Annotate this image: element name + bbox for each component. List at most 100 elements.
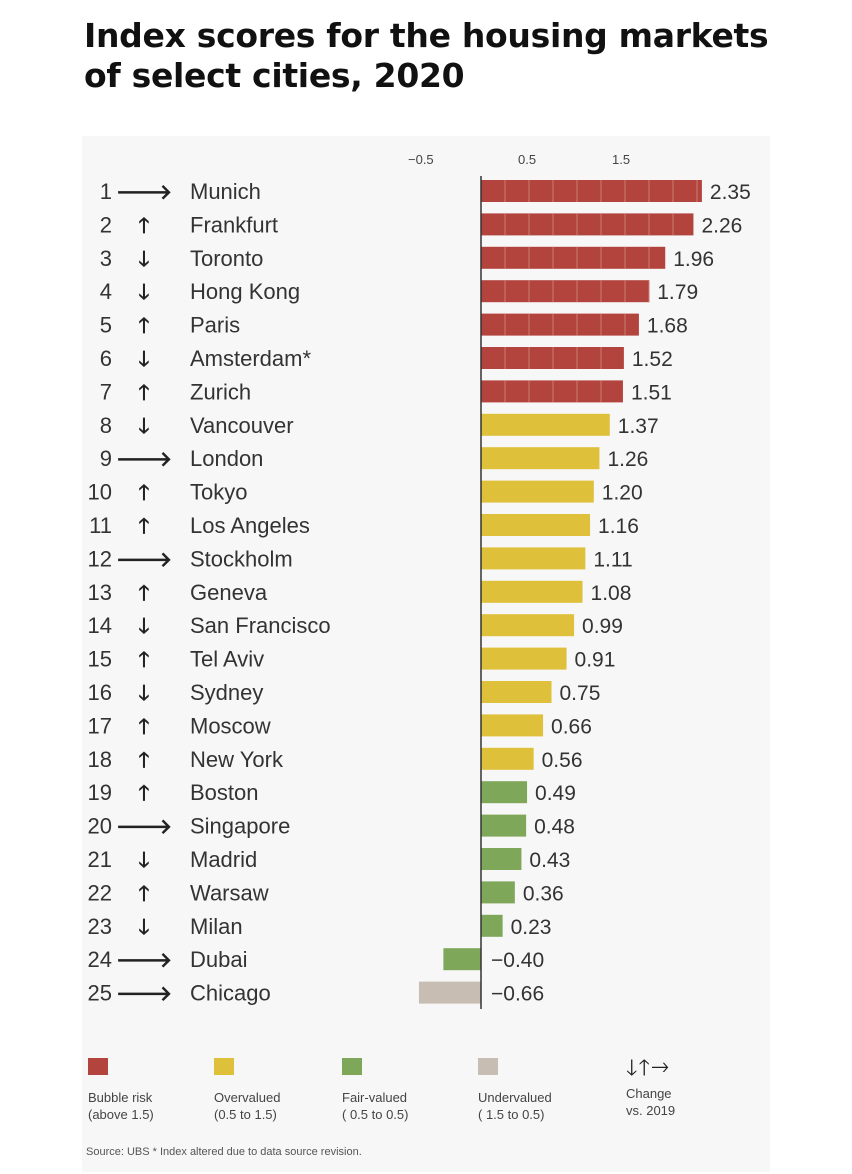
rank-number: 8 (100, 413, 112, 438)
rank-number: 21 (88, 847, 112, 872)
value-label: 0.91 (575, 649, 616, 672)
city-label: Stockholm (190, 546, 293, 571)
city-label: Chicago (190, 981, 271, 1006)
change-down-icon: 🡓 (139, 681, 150, 705)
rank-number: 7 (100, 379, 112, 404)
value-label: 1.08 (591, 582, 632, 605)
x-tick-label: 1.5 (612, 152, 630, 167)
legend-overvalued: Overvalued (0.5 to 1.5) (214, 1058, 280, 1123)
value-label: 1.51 (631, 381, 672, 404)
rank-number: 14 (88, 613, 112, 638)
city-label: Amsterdam* (190, 346, 311, 371)
change-up-icon: 🡑 (139, 380, 150, 404)
bar (481, 580, 583, 603)
change-up-icon: 🡑 (139, 581, 150, 605)
legend-fair: Fair-valued ( 0.5 to 0.5) (342, 1058, 408, 1123)
city-label: Geneva (190, 580, 268, 605)
city-label: Hong Kong (190, 279, 300, 304)
rank-number: 13 (88, 580, 112, 605)
legend-range-bubble: (above 1.5) (88, 1107, 154, 1122)
bar (481, 514, 591, 536)
rank-number: 23 (88, 914, 112, 939)
bar (481, 614, 575, 637)
bar (481, 246, 666, 269)
change-right-icon: 🡒 (116, 447, 172, 471)
legend-label-bubble: Bubble risk (88, 1090, 153, 1105)
bar (481, 681, 552, 703)
legend-swatch-bubble (88, 1058, 108, 1075)
city-label: Tokyo (190, 480, 247, 505)
bar (481, 547, 586, 570)
bar (481, 781, 528, 804)
bar (481, 380, 623, 403)
rank-number: 3 (100, 246, 112, 271)
rank-number: 25 (88, 981, 112, 1006)
bar (481, 213, 694, 236)
value-label: 1.20 (602, 482, 643, 505)
change-right-icon: 🡒 (116, 180, 172, 204)
x-tick-label: 0.5 (518, 152, 536, 167)
bar (481, 647, 567, 670)
city-label: Dubai (190, 947, 247, 972)
rank-number: 11 (89, 513, 112, 538)
value-label: 1.96 (673, 248, 714, 271)
change-down-icon: 🡓 (139, 280, 150, 304)
value-label: 0.66 (551, 715, 592, 738)
bar (481, 447, 600, 470)
chart-title: Index scores for the housing markets of … (84, 16, 769, 95)
value-label: 0.56 (542, 749, 583, 772)
legend-range-overvalued: (0.5 to 1.5) (214, 1107, 277, 1122)
bar (481, 747, 534, 770)
bar (418, 981, 481, 1004)
value-label: 2.35 (710, 181, 751, 204)
city-label: Toronto (190, 246, 263, 271)
rank-number: 9 (100, 446, 112, 471)
bar (481, 347, 624, 369)
legend-under: Undervalued ( 1.5 to 0.5) (478, 1058, 552, 1123)
legend-label-change: Change (626, 1086, 672, 1101)
bar (481, 313, 639, 336)
change-down-icon: 🡓 (139, 414, 150, 438)
value-label: 1.68 (647, 315, 688, 338)
change-right-icon: 🡒 (116, 982, 172, 1006)
change-up-icon: 🡑 (139, 514, 150, 538)
value-label: 1.11 (593, 548, 632, 571)
rank-number: 18 (88, 747, 112, 772)
change-up-icon: 🡑 (139, 881, 150, 905)
value-label: 1.26 (607, 448, 648, 471)
city-label: Zurich (190, 379, 251, 404)
change-right-icon: 🡒 (116, 547, 172, 571)
city-label: Moscow (190, 713, 271, 738)
change-down-icon: 🡓 (139, 347, 150, 371)
value-label: 0.48 (534, 816, 575, 839)
bar (481, 480, 594, 503)
value-label: 0.23 (511, 916, 552, 939)
change-arrows-icon: 🡓🡑🡒 (626, 1055, 671, 1080)
rank-number: 5 (100, 313, 112, 338)
value-label: 1.37 (618, 415, 659, 438)
value-label: 0.99 (582, 615, 623, 638)
city-label: Sydney (190, 680, 263, 705)
city-label: London (190, 446, 263, 471)
legend-label-overvalued: Overvalued (214, 1090, 281, 1105)
value-label: 1.16 (598, 515, 639, 538)
value-label: 0.49 (535, 782, 576, 805)
rank-number: 22 (88, 880, 112, 905)
bar (481, 280, 650, 303)
x-tick-label: −0.5 (408, 152, 434, 167)
value-label: 0.36 (523, 882, 564, 905)
change-up-icon: 🡑 (139, 213, 150, 237)
value-label: 1.79 (657, 281, 698, 304)
value-label: 2.26 (701, 214, 742, 237)
city-label: Madrid (190, 847, 257, 872)
bar (481, 814, 527, 837)
legend-change: 🡓🡑🡒 Change vs. 2019 (626, 1055, 675, 1119)
change-up-icon: 🡑 (139, 781, 150, 805)
change-right-icon: 🡒 (116, 815, 172, 839)
rank-number: 16 (88, 680, 112, 705)
rank-number: 6 (100, 346, 112, 371)
rank-number: 1 (100, 179, 112, 204)
city-label: Tel Aviv (190, 647, 264, 672)
city-label: Frankfurt (190, 212, 278, 237)
